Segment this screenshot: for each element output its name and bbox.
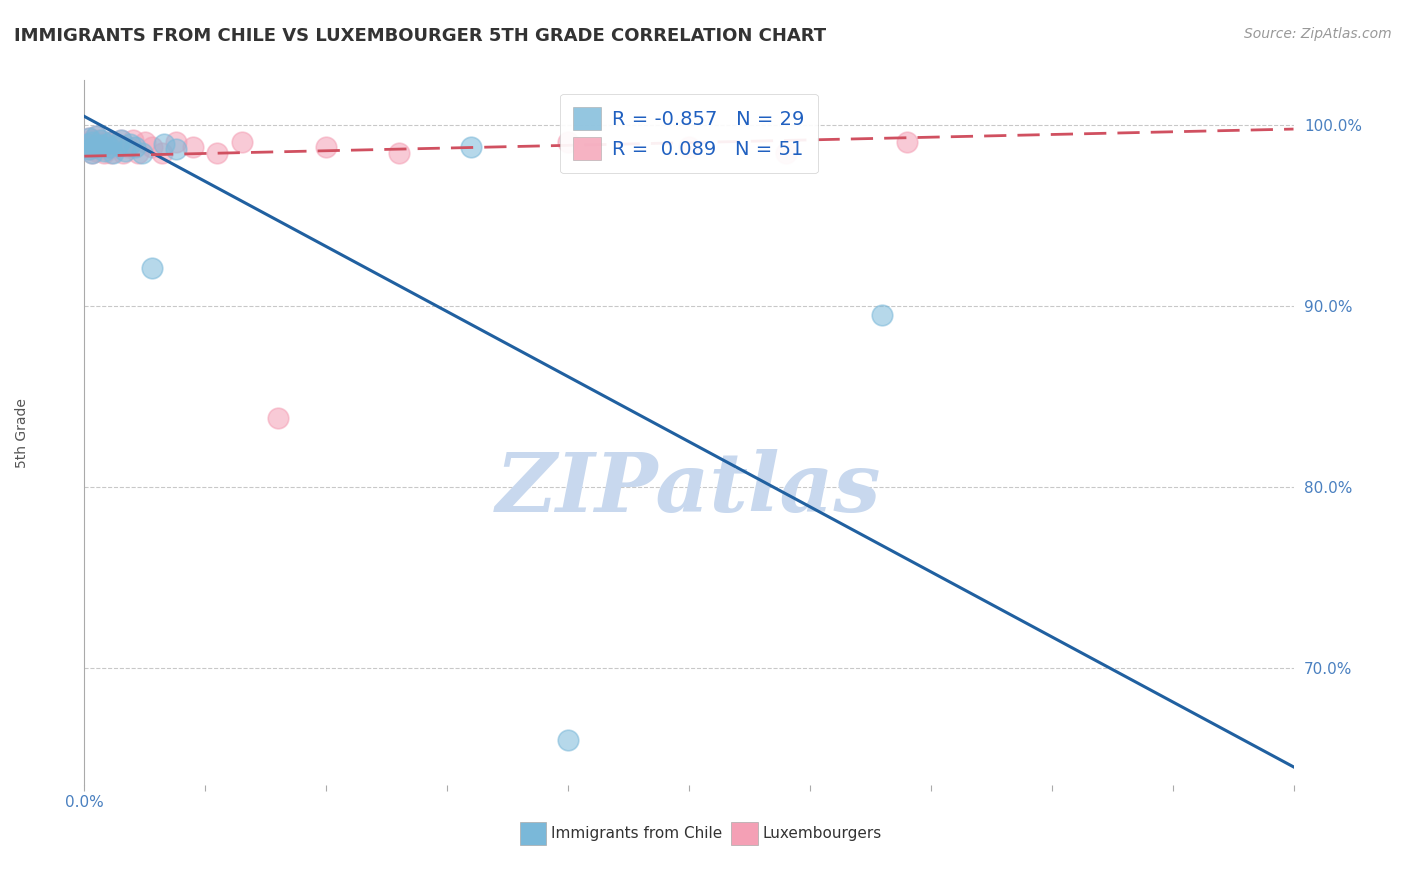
- Point: [83, 140, 105, 154]
- Point: [678, 140, 700, 154]
- Point: [872, 308, 894, 322]
- Legend: R = -0.857   N = 29, R =  0.089   N = 51: R = -0.857 N = 29, R = 0.089 N = 51: [560, 94, 818, 173]
- Point: [103, 135, 125, 149]
- Point: [141, 140, 163, 154]
- Point: [141, 261, 163, 276]
- Point: [80, 145, 103, 160]
- Bar: [731, 822, 758, 845]
- Y-axis label: 5th Grade: 5th Grade: [15, 398, 28, 467]
- Point: [77, 131, 100, 145]
- Point: [90, 133, 112, 147]
- Point: [150, 145, 173, 160]
- Point: [121, 133, 143, 147]
- Point: [83, 140, 105, 154]
- Point: [80, 135, 103, 149]
- Point: [896, 135, 918, 149]
- Point: [93, 144, 115, 158]
- Point: [131, 145, 153, 160]
- Point: [117, 140, 139, 154]
- Point: [76, 136, 98, 151]
- Point: [94, 135, 117, 149]
- Point: [315, 140, 337, 154]
- Point: [76, 136, 98, 151]
- Bar: [520, 822, 547, 845]
- Point: [104, 140, 127, 154]
- Point: [77, 142, 100, 156]
- Text: IMMIGRANTS FROM CHILE VS LUXEMBOURGER 5TH GRADE CORRELATION CHART: IMMIGRANTS FROM CHILE VS LUXEMBOURGER 5T…: [14, 27, 827, 45]
- Point: [93, 145, 115, 160]
- Point: [77, 142, 100, 156]
- Point: [110, 133, 132, 147]
- Point: [97, 140, 120, 154]
- Point: [97, 140, 120, 154]
- Point: [124, 140, 146, 154]
- Point: [103, 145, 125, 160]
- Point: [557, 732, 579, 747]
- Point: [231, 135, 253, 149]
- Text: Immigrants from Chile: Immigrants from Chile: [551, 826, 723, 841]
- Point: [165, 142, 187, 156]
- Point: [460, 140, 482, 154]
- Point: [86, 129, 108, 144]
- Point: [557, 135, 579, 149]
- Point: [267, 411, 290, 425]
- Point: [100, 135, 122, 149]
- Text: Luxembourgers: Luxembourgers: [762, 826, 882, 841]
- Point: [110, 133, 132, 147]
- Point: [127, 145, 149, 160]
- Point: [134, 135, 156, 149]
- Text: ZIPatlas: ZIPatlas: [496, 449, 882, 529]
- Point: [207, 145, 229, 160]
- Point: [100, 145, 122, 160]
- Point: [87, 138, 110, 153]
- Point: [86, 129, 108, 144]
- Point: [90, 140, 112, 154]
- Point: [86, 144, 108, 158]
- Point: [77, 131, 100, 145]
- Point: [114, 144, 136, 158]
- Point: [80, 145, 103, 160]
- Point: [112, 145, 135, 160]
- Point: [87, 138, 110, 153]
- Point: [94, 136, 117, 151]
- Point: [120, 136, 142, 151]
- Point: [181, 140, 204, 154]
- Point: [153, 136, 176, 151]
- Point: [83, 135, 105, 149]
- Point: [388, 145, 411, 160]
- Point: [107, 138, 129, 153]
- Point: [80, 133, 103, 147]
- Text: Source: ZipAtlas.com: Source: ZipAtlas.com: [1244, 27, 1392, 41]
- Point: [775, 145, 797, 160]
- Point: [87, 133, 110, 147]
- Point: [165, 135, 187, 149]
